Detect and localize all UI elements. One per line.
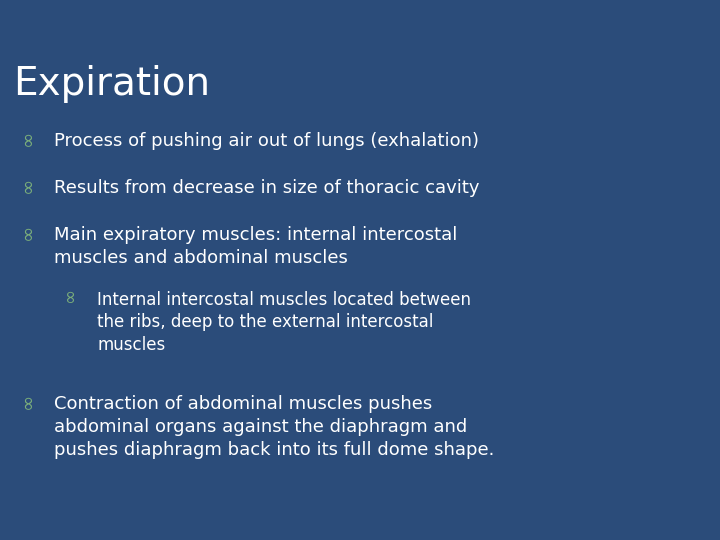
Text: ∞: ∞: [18, 130, 37, 146]
Text: Results from decrease in size of thoracic cavity: Results from decrease in size of thoraci…: [54, 179, 480, 197]
Text: ∞: ∞: [18, 224, 37, 240]
Text: Internal intercostal muscles located between
the ribs, deep to the external inte: Internal intercostal muscles located bet…: [97, 291, 471, 354]
Text: Process of pushing air out of lungs (exhalation): Process of pushing air out of lungs (exh…: [54, 132, 479, 150]
Text: ∞: ∞: [61, 288, 79, 303]
Text: Contraction of abdominal muscles pushes
abdominal organs against the diaphragm a: Contraction of abdominal muscles pushes …: [54, 395, 495, 459]
Text: ∞: ∞: [18, 177, 37, 193]
Text: Main expiratory muscles: internal intercostal
muscles and abdominal muscles: Main expiratory muscles: internal interc…: [54, 226, 457, 267]
Text: ∞: ∞: [18, 393, 37, 409]
Text: Expiration: Expiration: [13, 65, 210, 103]
